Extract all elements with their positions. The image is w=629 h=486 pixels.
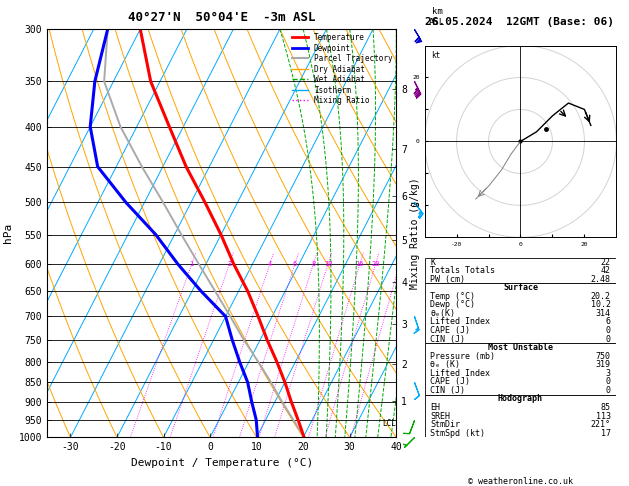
Legend: Temperature, Dewpoint, Parcel Trajectory, Dry Adiabat, Wet Adiabat, Isotherm, Mi: Temperature, Dewpoint, Parcel Trajectory… <box>292 33 392 105</box>
Text: θₑ (K): θₑ (K) <box>430 360 460 369</box>
Text: Most Unstable: Most Unstable <box>488 343 553 352</box>
Bar <box>425 258 616 283</box>
Text: K: K <box>430 258 435 266</box>
Text: 85: 85 <box>601 403 611 412</box>
Text: StmDir: StmDir <box>430 420 460 429</box>
Text: kt: kt <box>431 52 440 60</box>
Text: 0: 0 <box>606 386 611 395</box>
Text: Dewp (°C): Dewp (°C) <box>430 300 476 309</box>
Text: 22: 22 <box>601 258 611 266</box>
Text: 26.05.2024  12GMT (Base: 06): 26.05.2024 12GMT (Base: 06) <box>425 17 613 27</box>
Text: Totals Totals: Totals Totals <box>430 266 495 275</box>
Bar <box>425 395 616 437</box>
Text: 2: 2 <box>227 261 231 267</box>
Text: Lifted Index: Lifted Index <box>430 317 491 327</box>
Text: 20: 20 <box>371 261 380 267</box>
Text: © weatheronline.co.uk: © weatheronline.co.uk <box>468 477 573 486</box>
Text: CIN (J): CIN (J) <box>430 334 465 344</box>
Text: 750: 750 <box>596 352 611 361</box>
Text: 28: 28 <box>396 261 404 267</box>
Text: 42: 42 <box>601 266 611 275</box>
Text: 16: 16 <box>355 261 364 267</box>
Text: 113: 113 <box>596 412 611 420</box>
Text: PW (cm): PW (cm) <box>430 275 465 284</box>
Text: StmSpd (kt): StmSpd (kt) <box>430 429 486 437</box>
Text: 6: 6 <box>606 317 611 327</box>
Text: 314: 314 <box>596 309 611 318</box>
Bar <box>425 343 616 395</box>
Text: Temp (°C): Temp (°C) <box>430 292 476 301</box>
Text: 10.2: 10.2 <box>591 300 611 309</box>
Bar <box>425 283 616 343</box>
Text: 20.2: 20.2 <box>591 292 611 301</box>
Text: 0: 0 <box>606 334 611 344</box>
Text: LCL: LCL <box>382 419 396 428</box>
Text: 319: 319 <box>596 360 611 369</box>
Text: 1: 1 <box>189 261 194 267</box>
Text: Lifted Index: Lifted Index <box>430 369 491 378</box>
Text: 17: 17 <box>601 429 611 437</box>
Text: Hodograph: Hodograph <box>498 395 543 403</box>
X-axis label: Dewpoint / Temperature (°C): Dewpoint / Temperature (°C) <box>131 458 313 468</box>
Text: Pressure (mb): Pressure (mb) <box>430 352 495 361</box>
Text: 221°: 221° <box>591 420 611 429</box>
Text: Surface: Surface <box>503 283 538 292</box>
Title: 40°27'N  50°04'E  -3m ASL: 40°27'N 50°04'E -3m ASL <box>128 11 316 24</box>
Text: CIN (J): CIN (J) <box>430 386 465 395</box>
Text: 6: 6 <box>292 261 297 267</box>
Text: CAPE (J): CAPE (J) <box>430 377 470 386</box>
Text: 3: 3 <box>606 369 611 378</box>
Text: SREH: SREH <box>430 412 450 420</box>
Y-axis label: Mixing Ratio (g/kg): Mixing Ratio (g/kg) <box>409 177 420 289</box>
Text: 2.48: 2.48 <box>591 275 611 284</box>
Text: km
ASL: km ASL <box>429 7 445 27</box>
Text: 0: 0 <box>606 377 611 386</box>
Text: EH: EH <box>430 403 440 412</box>
Text: 10: 10 <box>324 261 332 267</box>
Y-axis label: hPa: hPa <box>3 223 13 243</box>
Text: 4: 4 <box>268 261 272 267</box>
Text: θₑ(K): θₑ(K) <box>430 309 455 318</box>
Text: CAPE (J): CAPE (J) <box>430 326 470 335</box>
Text: 8: 8 <box>311 261 315 267</box>
Text: 0: 0 <box>606 326 611 335</box>
